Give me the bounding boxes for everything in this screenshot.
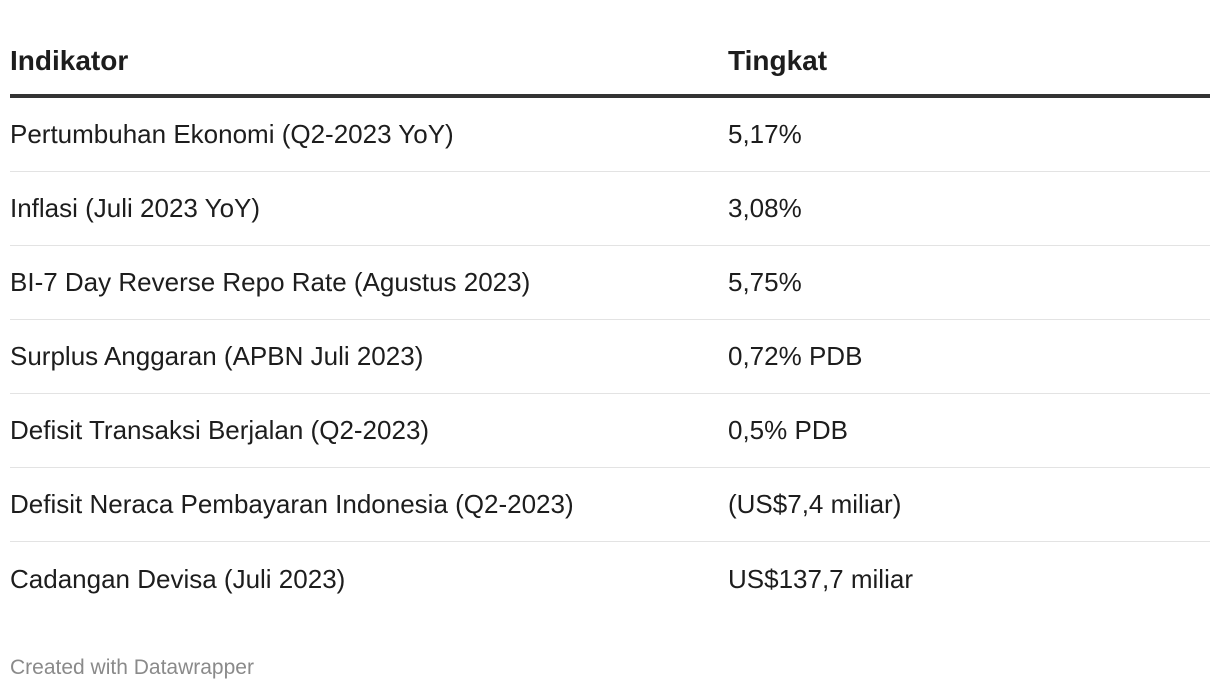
table-row: Cadangan Devisa (Juli 2023) US$137,7 mili… <box>10 542 1210 616</box>
cell-tingkat: 5,17% <box>728 119 802 149</box>
cell-indikator: Cadangan Devisa (Juli 2023) <box>10 563 346 594</box>
datawrapper-credit: Created with Datawrapper <box>10 656 254 679</box>
header-tingkat: Tingkat <box>728 45 828 76</box>
cell-indikator: Inflasi (Juli 2023 YoY) <box>10 193 261 223</box>
cell-indikator: Pertumbuhan Ekonomi (Q2-2023 YoY) <box>10 119 454 149</box>
cell-indikator: BI-7 Day Reverse Repo Rate (Agustus 2023… <box>10 267 531 297</box>
cell-tingkat: 5,75% <box>728 267 802 297</box>
header-indikator: Indikator <box>10 45 129 76</box>
table-body: Pertumbuhan Ekonomi (Q2-2023 YoY) 5,17% In… <box>10 98 1210 616</box>
cell-indikator: Defisit Neraca Pembayaran Indonesia (Q2-… <box>10 489 574 519</box>
table-row: Defisit Transaksi Berjalan (Q2-2023) 0,5%… <box>10 394 1210 468</box>
table-row: BI-7 Day Reverse Repo Rate (Agustus 2023… <box>10 246 1210 320</box>
cell-tingkat: 3,08% <box>728 193 802 223</box>
table-row: Pertumbuhan Ekonomi (Q2-2023 YoY) 5,17% <box>10 98 1210 172</box>
table-row: Surplus Anggaran (APBN Juli 2023) 0,72% P… <box>10 320 1210 394</box>
table-row: Defisit Neraca Pembayaran Indonesia (Q2-… <box>10 468 1210 542</box>
cell-tingkat: 0,72% PDB <box>728 341 863 371</box>
table-header-row: Indikator Tingkat <box>10 28 1210 98</box>
table-row: Inflasi (Juli 2023 YoY) 3,08% <box>10 172 1210 246</box>
cell-tingkat: (US$7,4 miliar) <box>728 489 902 519</box>
cell-tingkat: US$137,7 miliar <box>728 563 913 594</box>
cell-indikator: Defisit Transaksi Berjalan (Q2-2023) <box>10 415 430 445</box>
data-table: Indikator Tingkat Pertumbuhan Ekonomi (Q… <box>10 28 1210 616</box>
cell-tingkat: 0,5% PDB <box>728 415 848 445</box>
cell-indikator: Surplus Anggaran (APBN Juli 2023) <box>10 341 424 371</box>
